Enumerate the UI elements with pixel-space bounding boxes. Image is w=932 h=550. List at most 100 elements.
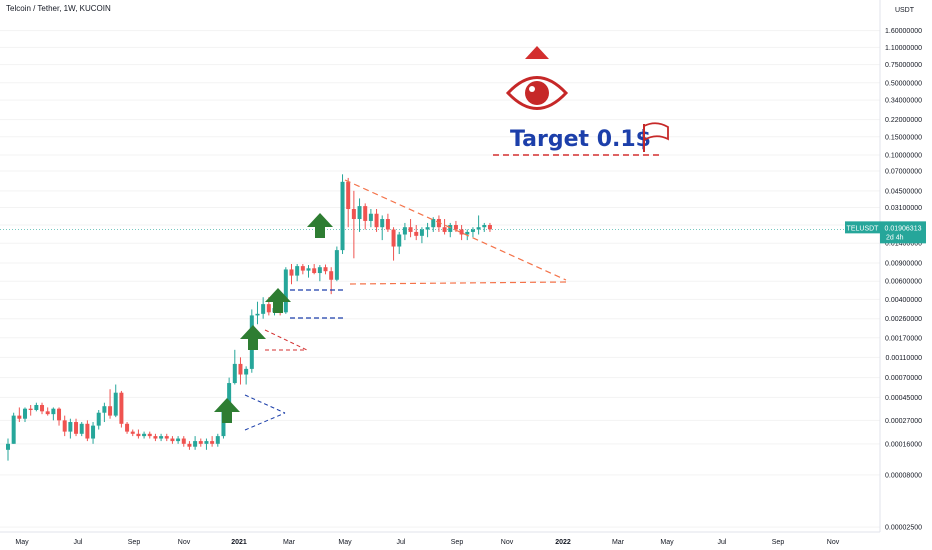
- time-tick-label: May: [660, 539, 674, 546]
- candle-body: [357, 206, 362, 220]
- drawings: Target 0.1$: [214, 46, 669, 431]
- time-tick-label: May: [338, 539, 352, 546]
- candle-body: [6, 443, 10, 450]
- price-badge-bg: [880, 221, 926, 244]
- time-tick-label: Sep: [128, 539, 141, 546]
- candle: [306, 265, 311, 278]
- price-tick-label: 0.00170000: [885, 335, 922, 342]
- candle: [448, 222, 453, 238]
- price-tick-label: 0.00002500: [885, 525, 922, 532]
- candle-body: [255, 313, 260, 316]
- candle: [317, 265, 322, 282]
- candle-body: [408, 227, 413, 232]
- candle: [340, 174, 345, 255]
- candle-body: [153, 436, 158, 439]
- candle: [346, 177, 351, 228]
- candle: [23, 407, 28, 423]
- candle-body: [108, 406, 113, 416]
- candle-body: [28, 408, 33, 410]
- time-tick-label: Nov: [178, 539, 191, 546]
- candle: [244, 366, 249, 385]
- candle-body: [130, 431, 135, 434]
- candle: [363, 203, 368, 230]
- price-tick-label: 0.00110000: [886, 355, 923, 362]
- price-axis-unit: USDT: [895, 7, 915, 14]
- candle: [187, 441, 192, 450]
- candle: [11, 412, 16, 444]
- candle-body: [102, 406, 107, 413]
- candle: [130, 429, 135, 437]
- price-tick-label: 0.00045000: [885, 395, 922, 402]
- candle: [283, 267, 288, 314]
- candle-body: [125, 423, 130, 432]
- price-tick-label: 1.60000000: [885, 28, 922, 35]
- candle: [289, 264, 294, 285]
- time-tick-label: Sep: [451, 539, 464, 546]
- candle: [62, 415, 67, 437]
- triangle-up-icon: [525, 46, 549, 59]
- candle-body: [306, 268, 311, 271]
- time-tick-label: Jul: [718, 539, 727, 546]
- candle: [136, 429, 141, 439]
- candle: [51, 407, 56, 421]
- candle: [470, 227, 475, 238]
- price-tick-label: 0.00008000: [885, 472, 922, 479]
- candle: [215, 433, 220, 447]
- candle-body: [51, 408, 56, 415]
- up-arrow-icon: [265, 288, 291, 313]
- candle: [459, 225, 464, 241]
- candle: [419, 227, 424, 244]
- candle: [323, 264, 328, 275]
- time-tick-label: 2021: [231, 539, 247, 546]
- candle: [153, 433, 158, 442]
- candle: [476, 215, 481, 235]
- candle-body: [300, 266, 305, 271]
- candle-body: [238, 363, 243, 375]
- flag-cloth: [643, 122, 669, 142]
- candle: [68, 418, 73, 439]
- candle: [204, 438, 209, 450]
- candle: [170, 436, 175, 444]
- candle-body: [317, 267, 322, 274]
- candle-body: [340, 181, 345, 251]
- candle: [34, 402, 39, 412]
- candle-body: [96, 412, 101, 426]
- candle: [57, 407, 62, 426]
- candle-body: [380, 219, 385, 228]
- time-tick-label: Jul: [74, 539, 83, 546]
- up-arrow-icon: [240, 325, 266, 350]
- price-tick-label: 0.00260000: [885, 316, 922, 323]
- candle-body: [289, 269, 294, 276]
- price-tick-label: 0.00027000: [885, 418, 922, 425]
- candle-body: [181, 438, 186, 444]
- candle-body: [295, 266, 300, 276]
- time-axis: May Jul Sep Nov 2021 Mar May Jul Sep Nov 2022 Mar Ma…: [0, 531, 880, 546]
- candle-body: [346, 181, 351, 210]
- candle-body: [45, 411, 50, 415]
- candle: [102, 402, 107, 423]
- candle: [487, 222, 492, 232]
- pennant-top-line: [264, 329, 308, 351]
- candle-body: [323, 267, 328, 272]
- candle: [79, 422, 84, 437]
- eye-icon: [505, 76, 569, 110]
- candle-body: [198, 441, 203, 444]
- candle-body: [459, 229, 464, 235]
- candle: [147, 431, 152, 439]
- candle-body: [431, 219, 436, 228]
- up-arrow-icon: [307, 213, 333, 238]
- price-tick-label: 0.15000000: [885, 134, 922, 141]
- candle-body: [170, 438, 175, 442]
- jan-triangle-bottom-line: [244, 412, 286, 431]
- candle: [210, 436, 215, 447]
- candle-body: [68, 422, 73, 432]
- eye-outline: [505, 76, 569, 110]
- candle-body: [91, 425, 96, 439]
- candle-body: [482, 225, 487, 228]
- candle: [295, 264, 300, 282]
- target-label: Target 0.1$: [510, 127, 651, 152]
- candle-body: [62, 420, 67, 432]
- candle: [357, 198, 362, 232]
- price-tick-label: 0.50000000: [885, 80, 922, 87]
